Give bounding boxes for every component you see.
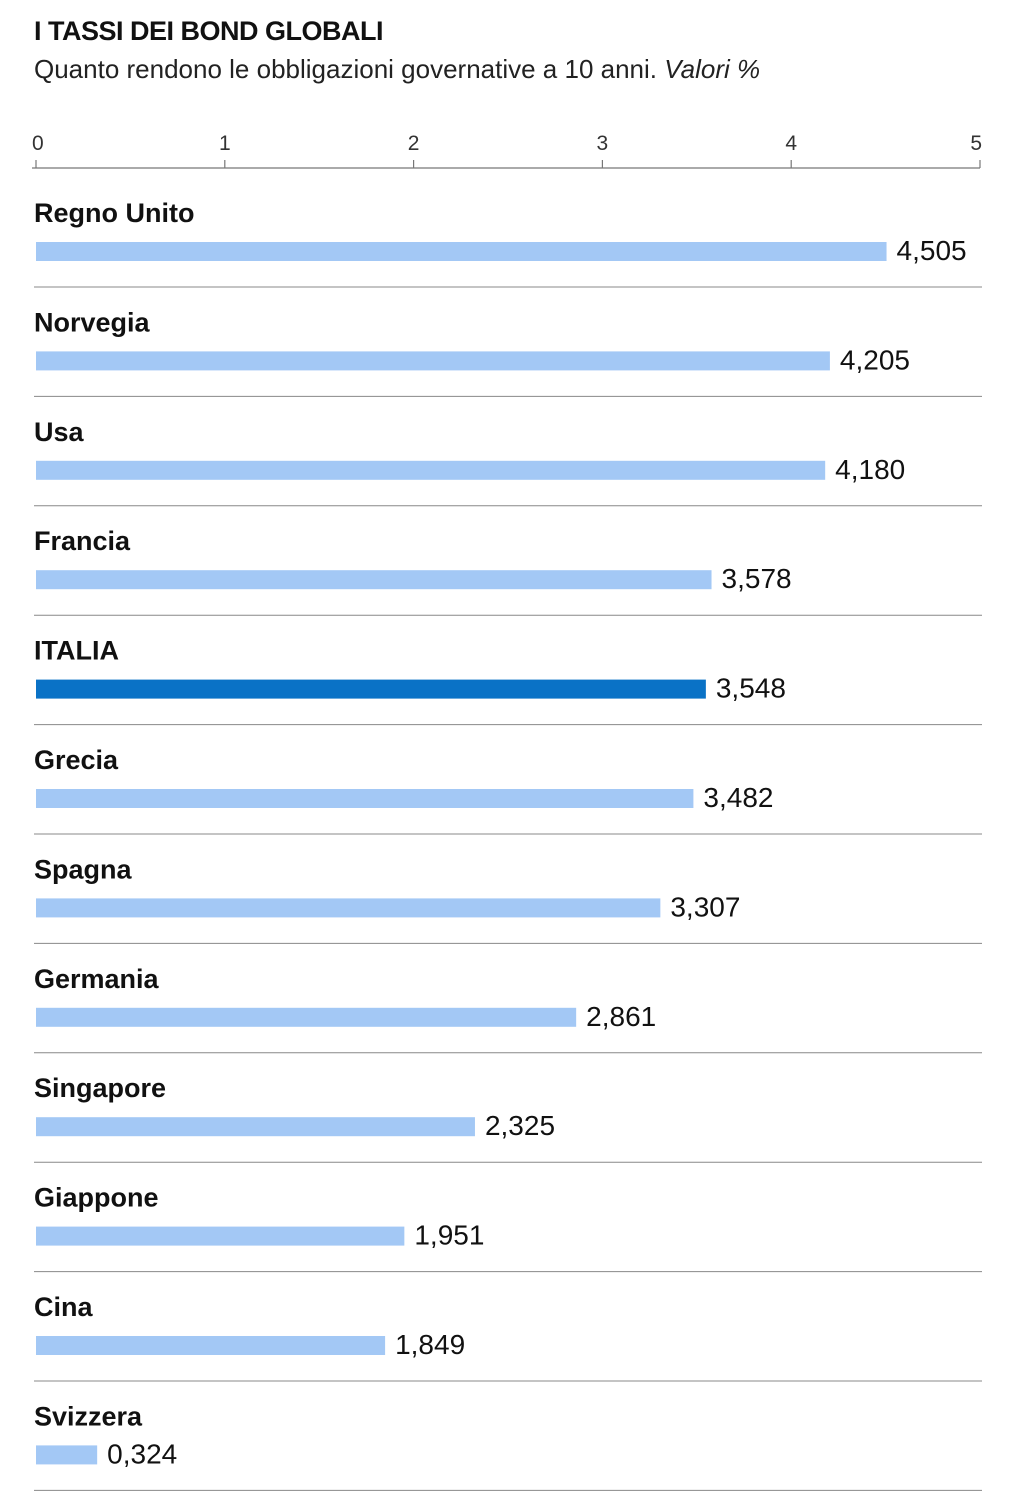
bar <box>36 789 694 808</box>
value-label: 3,578 <box>722 563 792 594</box>
category-label: Giappone <box>34 1183 159 1213</box>
bar <box>36 1336 386 1355</box>
category-label: Grecia <box>34 745 119 775</box>
x-tick-label: 2 <box>408 132 420 155</box>
value-label: 3,307 <box>670 891 740 922</box>
value-label: 2,861 <box>586 1001 656 1032</box>
value-label: 4,505 <box>897 235 967 266</box>
value-label: 3,548 <box>716 673 786 704</box>
value-label: 3,482 <box>703 782 773 813</box>
bar <box>36 679 706 699</box>
bar <box>36 570 712 590</box>
category-label: ITALIA <box>34 636 119 666</box>
x-tick-label: 4 <box>785 132 797 155</box>
bar <box>36 898 661 918</box>
value-label: 4,205 <box>840 344 910 375</box>
bar <box>36 351 830 371</box>
x-tick-label: 5 <box>970 132 982 155</box>
bar-row: ITALIA 3,548 <box>34 636 982 726</box>
category-label: Germania <box>34 964 160 994</box>
bar-row: Francia 3,578 <box>34 526 982 616</box>
x-tick-label: 1 <box>219 132 231 155</box>
value-label: 0,324 <box>107 1438 177 1469</box>
bar <box>36 460 826 480</box>
bar <box>36 242 887 261</box>
bar-row: Germania 2,861 <box>34 964 982 1054</box>
x-tick-label: 0 <box>32 132 44 155</box>
bar-row: Spagna 3,307 <box>34 854 982 944</box>
x-axis: 0 1 2 3 4 5 <box>32 132 982 169</box>
value-label: 2,325 <box>485 1110 555 1141</box>
bar-row: Regno Unito 4,505 <box>34 198 982 288</box>
category-label: Svizzera <box>34 1401 143 1431</box>
category-label: Spagna <box>34 854 133 884</box>
bar-row: Giappone 1,951 <box>34 1183 982 1273</box>
subtitle-text: Quanto rendono le obbligazioni governati… <box>34 54 658 84</box>
chart-subtitle: Quanto rendono le obbligazioni governati… <box>34 54 760 85</box>
bar-row: Grecia 3,482 <box>34 745 982 835</box>
value-label: 1,849 <box>395 1329 465 1360</box>
subtitle-unit: Valori % <box>664 54 761 84</box>
category-label: Regno Unito <box>34 198 194 228</box>
category-label: Singapore <box>34 1073 166 1103</box>
bar <box>36 1226 405 1246</box>
bar <box>36 1445 98 1465</box>
bar <box>36 1117 475 1137</box>
category-label: Cina <box>34 1292 93 1322</box>
value-label: 1,951 <box>414 1220 484 1251</box>
category-label: Norvegia <box>34 307 151 337</box>
bar-row: Svizzera 0,324 <box>34 1401 982 1491</box>
bar-row: Cina 1,849 <box>34 1292 982 1382</box>
value-label: 4,180 <box>835 454 905 485</box>
bar-rows: Regno Unito 4,505 Norvegia 4,205 Usa 4,180 Fra… <box>34 198 982 1491</box>
bar-row: Norvegia 4,205 <box>34 307 982 397</box>
category-label: Francia <box>34 526 131 556</box>
bar <box>36 1007 577 1027</box>
category-label: Usa <box>34 417 85 447</box>
chart-title: I TASSI DEI BOND GLOBALI <box>34 16 384 46</box>
bar-row: Singapore 2,325 <box>34 1073 982 1163</box>
x-tick-label: 3 <box>597 132 609 155</box>
bar-row: Usa 4,180 <box>34 417 982 507</box>
